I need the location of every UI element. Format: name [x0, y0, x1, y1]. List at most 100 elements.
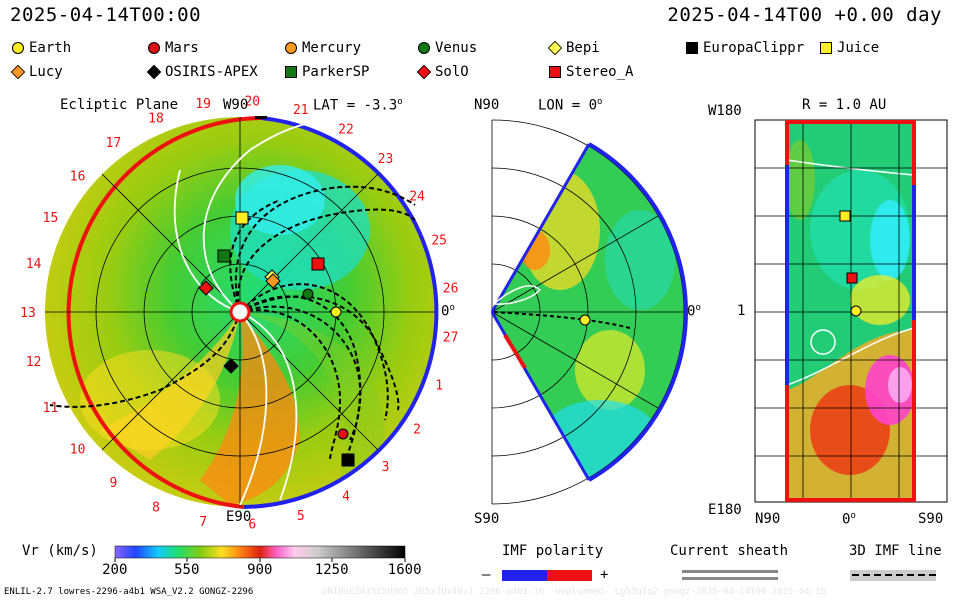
carrington-tick-label: 1 [435, 379, 443, 394]
colorbar-tick-label: 200 [102, 562, 128, 578]
square-icon [285, 66, 297, 78]
carrington-tick-label: 10 [70, 442, 86, 457]
carrington-tick-label: 8 [152, 501, 160, 516]
carrington-tick-label: 2 [413, 423, 421, 438]
meridional-title: LON = 0o [538, 97, 603, 114]
carrington-tick-label: 5 [297, 509, 305, 524]
meridional-earth-marker [579, 314, 591, 326]
legend-item-lucy: Lucy [10, 64, 63, 80]
radial-title: R = 1.0 AU [802, 97, 887, 113]
carrington-tick-label: 27 [443, 331, 459, 346]
carrington-tick-label: 6 [248, 518, 256, 533]
colorbar-label: Vr (km/s) [22, 543, 98, 559]
carrington-tick-label: 3 [382, 460, 390, 475]
imf-spirals [49, 185, 416, 461]
imf-plus-swatch [547, 570, 592, 581]
footer-left: ENLIL-2.7 lowres-2296-a4b1 WSA_V2.2 GONG… [4, 587, 254, 597]
meridional-top-label: N90 [474, 97, 500, 113]
legend-label: Earth [29, 40, 72, 56]
ecliptic-lat-label: LAT = -3.3o [313, 97, 403, 114]
legend-item-parkersp: ParkerSP [285, 64, 369, 80]
body-marker-mars [337, 428, 349, 440]
carrington-tick-label: 22 [338, 122, 354, 137]
footer-right: UNIQUE2415150905 2D5x3Dx40x1 2296-a4b1.1… [322, 587, 826, 597]
ecliptic-bottom-label: E90 [226, 509, 252, 525]
radial-bottom-left-label: E180 [708, 502, 742, 518]
header-time: 2025-04-14T00:00 [10, 4, 202, 26]
circle-icon [285, 42, 297, 54]
carrington-ticks: 19 20212223242526271234567891011121314151… [20, 94, 458, 532]
imf-line-label: 3D IMF line [849, 543, 942, 559]
legend-label: Lucy [29, 64, 63, 80]
radial-x-left-label: N90 [755, 511, 781, 527]
square-icon [820, 42, 832, 54]
legend-item-mercury: Mercury [285, 40, 361, 56]
header-time-offset: 2025-04-14T00 +0.00 day [667, 4, 942, 26]
legend-label: Juice [837, 40, 880, 56]
carrington-tick-label: 25 [431, 234, 447, 249]
legend-label: Venus [435, 40, 478, 56]
body-marker-lucy [265, 273, 281, 289]
ecliptic-title: Ecliptic Plane [60, 97, 179, 113]
legend-item-osiris-apex: OSIRIS-APEX [146, 64, 258, 80]
legend-item-mars: Mars [148, 40, 199, 56]
sun-marker [229, 301, 251, 323]
carrington-tick-label: 26 [443, 281, 459, 296]
carrington-tick-label: 18 [148, 111, 164, 126]
imf-minus-label: – [482, 567, 491, 583]
imf-minus-swatch [502, 570, 547, 581]
carrington-tick-label: 13 [20, 306, 36, 321]
radial-earth-marker [850, 305, 862, 317]
radial-x-right-label: S90 [918, 511, 944, 527]
legend-label: Stereo_A [566, 64, 634, 80]
radial-top-left-label: W180 [708, 103, 742, 119]
body-marker-earth [330, 306, 342, 318]
meridional-panel [490, 119, 688, 505]
current-sheath-label: Current sheath [670, 543, 789, 559]
radial-mid-left-label: 1 [737, 303, 746, 319]
radial-stereo-marker [846, 272, 858, 284]
radial-panel [754, 119, 948, 503]
body-marker-juice [235, 211, 249, 225]
legend-item-bepi: Bepi [547, 40, 600, 56]
body-marker-europaclippr [341, 453, 355, 467]
carrington-tick-label: 15 [43, 211, 59, 226]
body-marker-parkersp [217, 249, 231, 263]
meridional-bottom-label: S90 [474, 511, 500, 527]
legend-label: EuropaClippr [703, 40, 805, 56]
circle-icon [148, 42, 160, 54]
ecliptic-panel: 19 20212223242526271234567891011121314151… [20, 94, 458, 532]
legend-item-europaclippr: EuropaClippr [686, 40, 804, 56]
legend-item-solo: SolO [416, 64, 469, 80]
carrington-tick-label: 17 [106, 136, 122, 151]
colorbar-tick-label: 1600 [387, 562, 422, 578]
carrington-tick-label: 24 [409, 190, 425, 205]
ecliptic-top-label: W90 [223, 97, 249, 113]
legend-label: SolO [435, 64, 469, 80]
legend-label: Mercury [302, 40, 362, 56]
legend-label: Bepi [566, 40, 600, 56]
legend-item-stereo-a: Stereo_A [549, 64, 633, 80]
body-marker-solo [198, 280, 214, 296]
imf-polarity-label: IMF polarity [502, 543, 604, 559]
colorbar-tick-label: 900 [247, 562, 273, 578]
carrington-tick-label: 19 [195, 97, 211, 112]
colorbar [114, 545, 406, 559]
carrington-tick-label: 7 [199, 515, 207, 530]
meridional-right-label: 0o [687, 303, 701, 320]
body-marker-osiris-apex [223, 358, 239, 374]
legend-item-venus: Venus [418, 40, 477, 56]
carrington-tick-label: 12 [26, 355, 42, 370]
legend-item-earth: Earth [12, 40, 71, 56]
ecliptic-bodies [198, 211, 355, 467]
carrington-tick-label: 23 [378, 152, 394, 167]
circle-icon [418, 42, 430, 54]
legend-label: OSIRIS-APEX [165, 64, 258, 80]
carrington-tick-label: 9 [109, 476, 117, 491]
square-icon [549, 66, 561, 78]
imf-plus-label: + [600, 567, 609, 583]
square-icon [686, 42, 698, 54]
legend-label: Mars [165, 40, 199, 56]
carrington-tick-label: 14 [26, 257, 42, 272]
